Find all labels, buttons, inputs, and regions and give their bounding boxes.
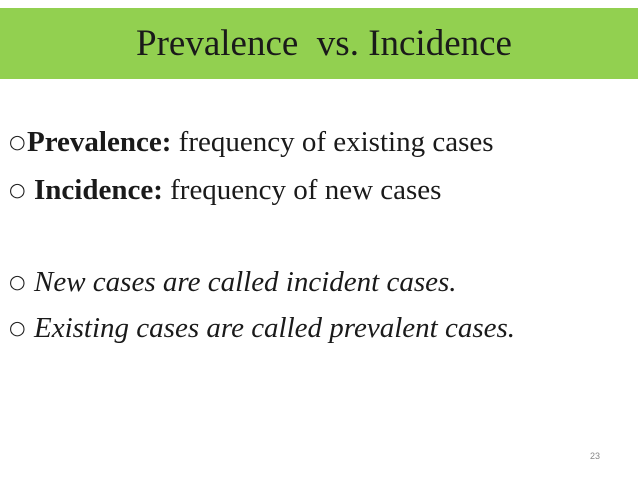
note-existing-cases: Existing cases are called prevalent case… [34,312,516,344]
note-new-cases: New cases are called incident cases. [34,266,457,298]
page-number: 23 [589,451,600,461]
circle-bullet-icon: ○ [9,271,26,293]
circle-bullet-icon: ○ [9,317,26,339]
term-incidence: Incidence: [34,174,163,206]
bullet-incidence: ○ Incidence: frequency of new cases [9,176,441,205]
definition-incidence: frequency of new cases [162,174,442,206]
bullet-new-cases: ○ New cases are called incident cases. [9,268,457,297]
term-prevalence: Prevalence: [27,126,172,158]
bullet-existing-cases: ○ Existing cases are called prevalent ca… [9,314,515,343]
circle-bullet-icon: ○ [9,131,26,153]
bullet-prevalence: ○ Prevalence: frequency of existing case… [9,128,494,157]
circle-bullet-icon: ○ [9,179,26,201]
definition-prevalence: frequency of existing cases [171,126,494,158]
title-bar: Prevalence vs. Incidence [0,8,638,79]
slide-title: Prevalence vs. Incidence [136,23,512,64]
